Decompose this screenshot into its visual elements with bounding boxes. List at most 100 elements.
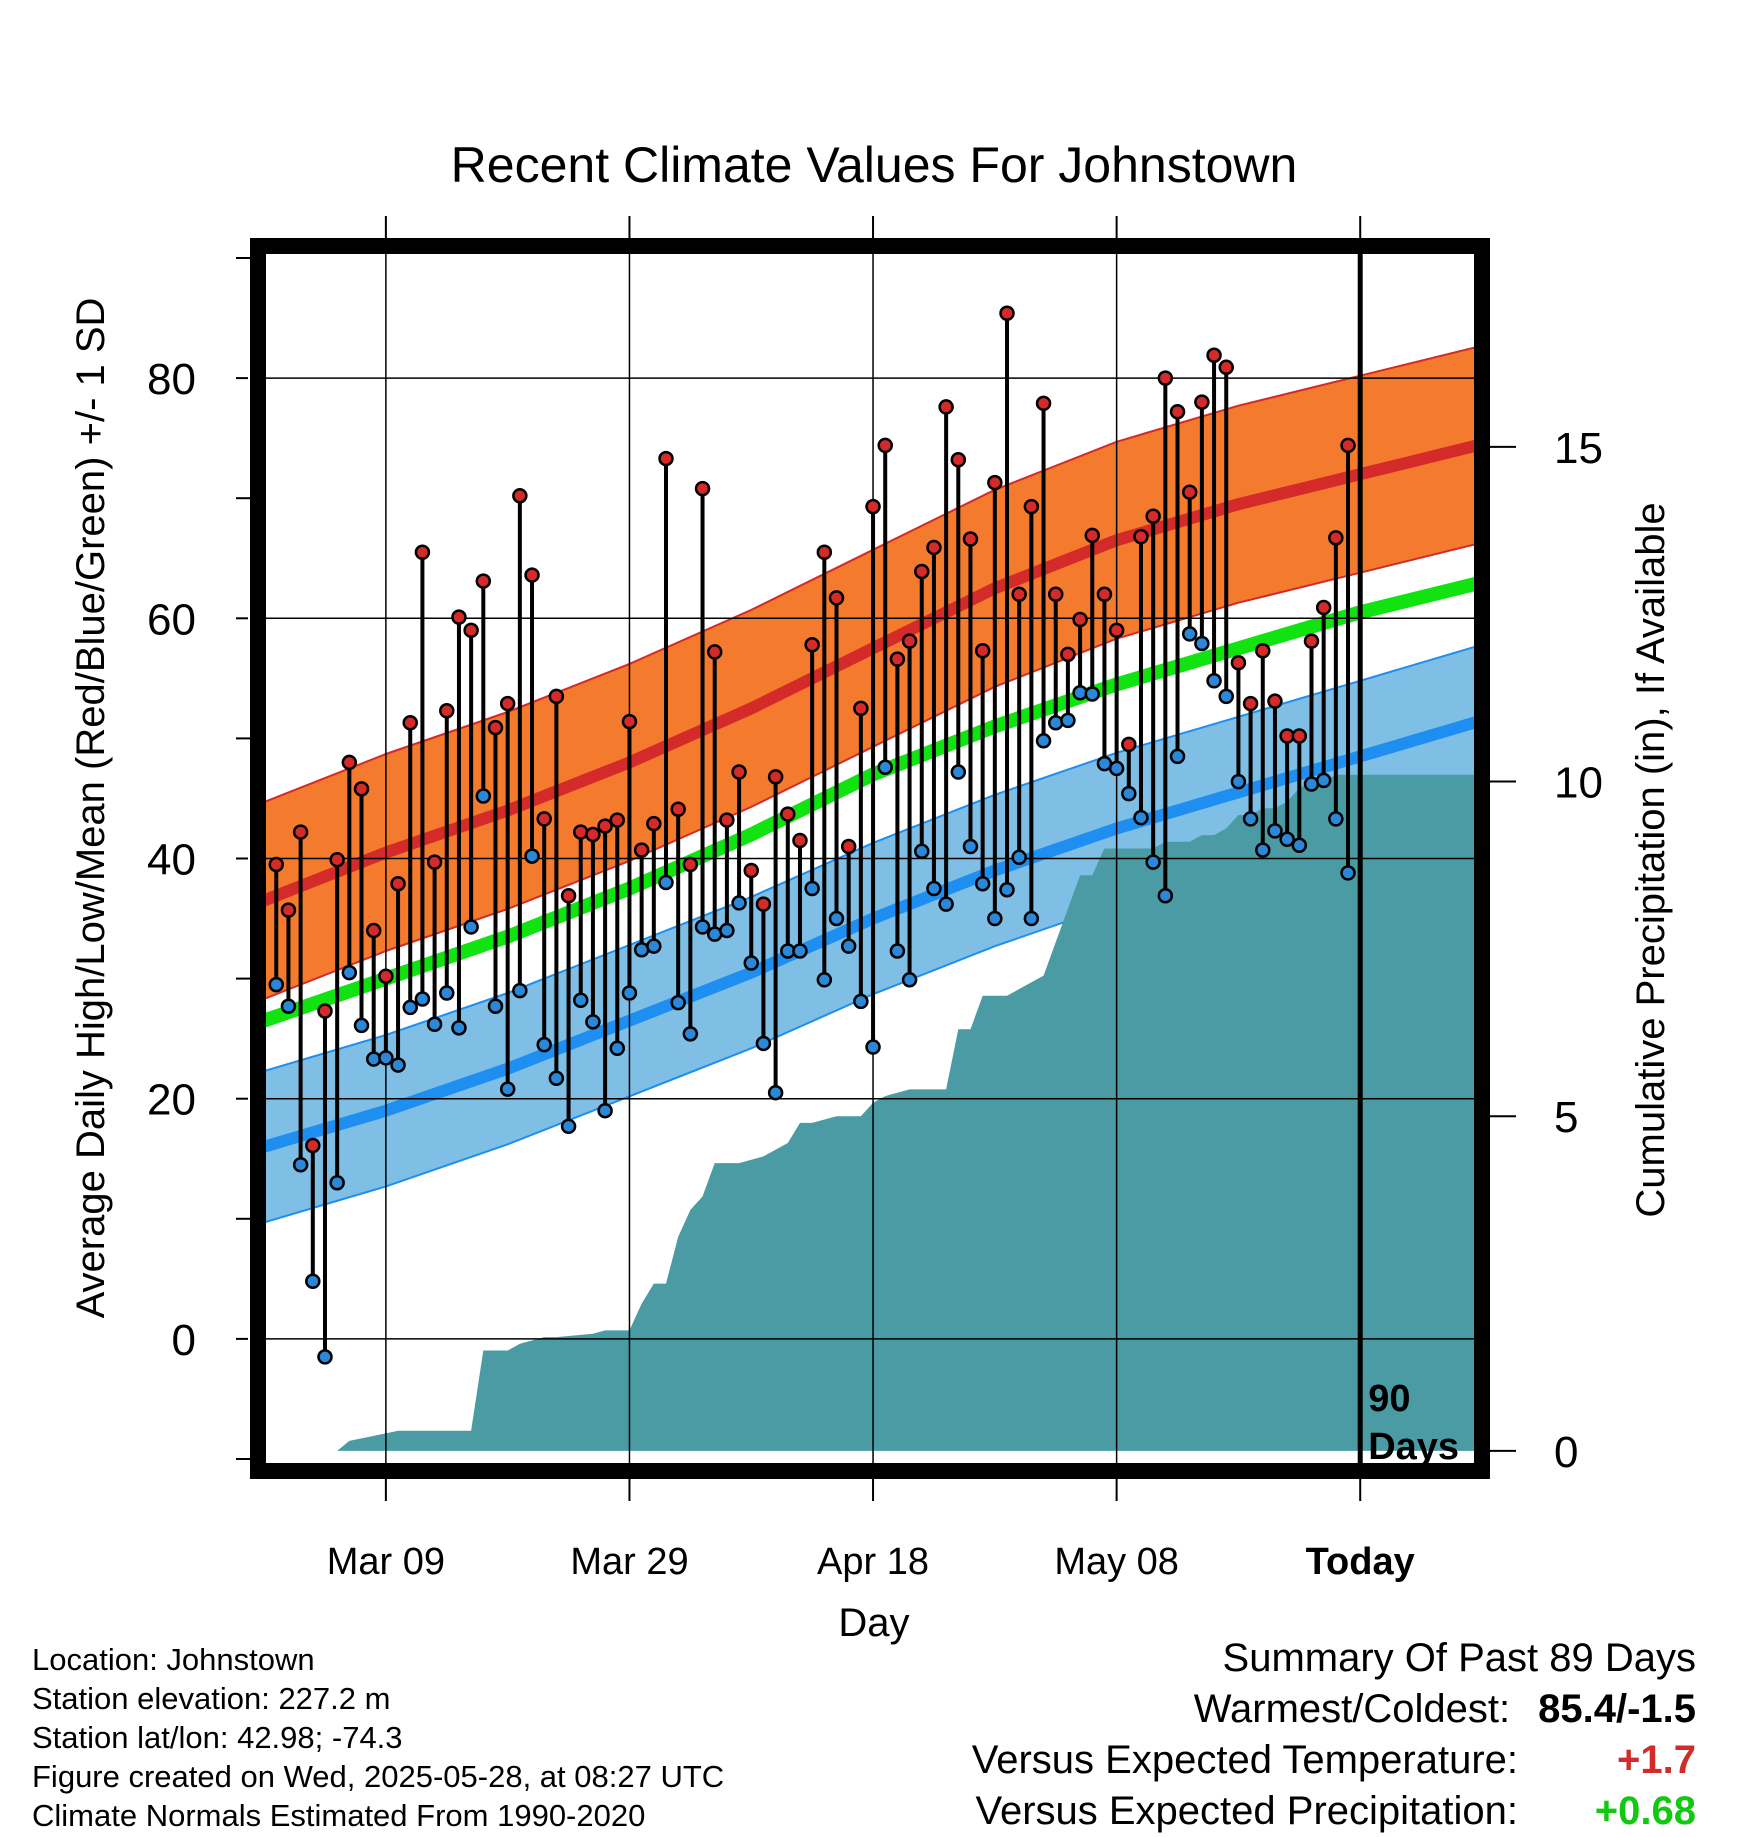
daily-high-point (268, 856, 285, 873)
daily-low-point (962, 838, 979, 855)
x-tick-label: Apr 18 (817, 1541, 929, 1583)
x-tick-label: Mar 09 (327, 1541, 445, 1583)
summary-panel: Summary Of Past 89 Days Warmest/Coldest:… (972, 1633, 1696, 1837)
summary-warmest-row: Warmest/Coldest: 85.4/-1.5 (972, 1684, 1696, 1735)
daily-high-point (1206, 347, 1222, 364)
daily-low-point (548, 1070, 565, 1087)
daily-low-point (463, 919, 479, 935)
daily-high-point (706, 644, 723, 660)
daily-high-point (828, 590, 845, 606)
daily-high-point (999, 305, 1015, 322)
daily-low-point (1157, 887, 1174, 904)
daily-low-point (378, 1050, 394, 1066)
daily-high-point (962, 531, 979, 547)
x-tick-label: May 08 (1054, 1541, 1179, 1583)
daily-high-point (901, 633, 918, 649)
daily-low-point (572, 992, 589, 1008)
daily-low-point (390, 1057, 406, 1073)
daily-high-point (792, 832, 808, 849)
daily-low-point (792, 943, 808, 959)
daily-high-point (280, 902, 297, 918)
daily-low-point (524, 848, 540, 864)
daily-high-point (572, 824, 589, 840)
x-tick-label: Mar 29 (570, 1541, 688, 1583)
daily-high-point (938, 399, 954, 415)
daily-high-point (1157, 370, 1174, 386)
daily-high-point (1255, 642, 1271, 659)
daily-low-point (414, 991, 431, 1007)
daily-high-point (1035, 395, 1052, 412)
daily-low-point (889, 943, 906, 959)
daily-high-point (1218, 359, 1234, 376)
daily-high-point (378, 968, 394, 984)
daily-high-point (439, 703, 455, 719)
y2-tick-label: 0 (1554, 1428, 1578, 1477)
daily-low-point (1194, 635, 1210, 652)
daily-low-point (1023, 910, 1040, 927)
daily-high-point (804, 636, 820, 653)
daily-low-point (914, 843, 930, 860)
daily-high-point (950, 452, 967, 468)
daily-high-point (451, 609, 467, 625)
daily-high-point (426, 854, 443, 870)
daily-high-point (670, 801, 686, 818)
daily-high-point (1230, 654, 1247, 671)
daily-high-point (1072, 611, 1088, 628)
warmest-value: 85.4/-1.5 (1538, 1687, 1696, 1731)
daily-low-point (1230, 773, 1247, 790)
daily-high-point (365, 922, 382, 939)
elevation-text: Station elevation: 227.2 m (32, 1681, 391, 1716)
daily-high-point (633, 842, 650, 858)
daily-low-point (1121, 785, 1137, 802)
daily-low-point (268, 976, 285, 993)
daily-high-point (1267, 693, 1283, 709)
daily-low-point (1255, 842, 1271, 858)
today-days-label: 90 (1368, 1378, 1410, 1420)
daily-high-point (1108, 622, 1125, 639)
y-tick-label: 20 (147, 1076, 196, 1125)
daily-high-point (1121, 736, 1137, 753)
plot-frame (250, 238, 1490, 1479)
daily-high-point (1084, 527, 1101, 544)
daily-low-point (1218, 688, 1234, 705)
temp-value: +1.7 (1617, 1738, 1696, 1782)
daily-low-point (329, 1175, 345, 1191)
daily-high-point (341, 754, 358, 771)
daily-high-point (292, 824, 309, 840)
daily-low-point (1206, 673, 1222, 689)
daily-low-point (731, 895, 747, 911)
daily-high-point (1096, 586, 1113, 603)
daily-high-point (1242, 695, 1259, 712)
daily-low-point (1145, 854, 1161, 870)
daily-low-point (451, 1020, 467, 1036)
daily-low-point (853, 993, 869, 1010)
daily-low-point (877, 759, 893, 775)
daily-low-point (804, 880, 820, 897)
precip-label: Versus Expected Precipitation: (975, 1789, 1518, 1833)
daily-high-point (305, 1137, 321, 1154)
daily-high-point (1023, 498, 1040, 515)
daily-high-point (743, 862, 760, 879)
daily-high-point (974, 642, 991, 659)
daily-high-point (767, 769, 784, 785)
daily-high-point (646, 815, 662, 832)
daily-low-point (646, 938, 662, 954)
daily-low-point (1242, 811, 1259, 827)
daily-low-point (353, 1017, 370, 1034)
daily-low-point (1315, 772, 1332, 789)
daily-low-point (1133, 809, 1149, 826)
today-days-label: Days (1368, 1426, 1459, 1468)
daily-low-point (1084, 686, 1101, 702)
daily-low-point (926, 880, 942, 897)
daily-high-point (658, 450, 674, 467)
daily-high-point (755, 896, 772, 912)
daily-high-point (317, 1003, 333, 1019)
daily-low-point (439, 985, 455, 1001)
daily-low-point (292, 1157, 309, 1173)
daily-high-point (780, 806, 796, 822)
summary-temp-row: Versus Expected Temperature: +1.7 (972, 1735, 1696, 1786)
daily-high-point (597, 818, 613, 834)
daily-high-point (987, 474, 1003, 491)
daily-high-point (353, 781, 370, 797)
